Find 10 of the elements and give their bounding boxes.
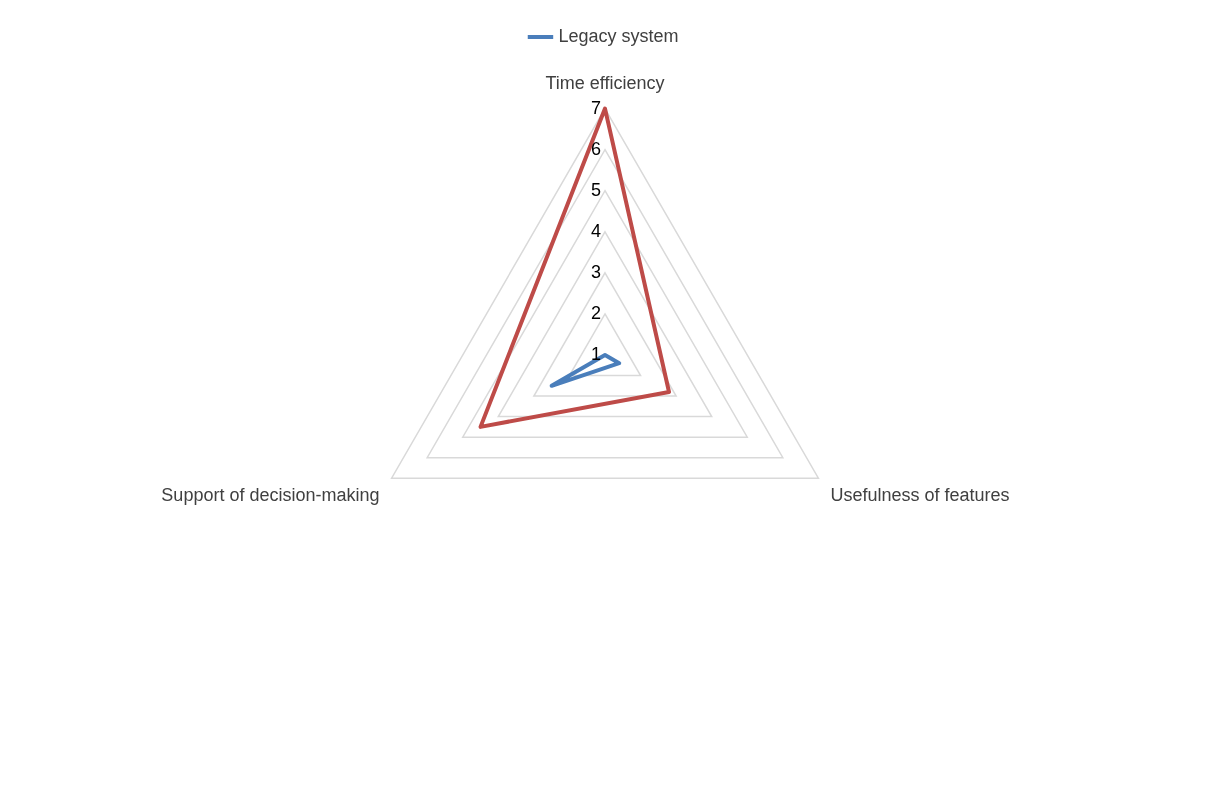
y-tick-label: 5 (590, 179, 601, 200)
y-tick-label: 2 (590, 302, 601, 323)
spoke-label: Time efficiency (545, 72, 665, 93)
spoke-label: Support of decision-making (161, 484, 380, 505)
y-tick-label: 4 (590, 220, 601, 241)
y-tick-label: 3 (590, 261, 601, 282)
legend-label: Legacy system (558, 25, 679, 46)
y-tick-label: 6 (590, 138, 601, 159)
spoke-label: Usefulness of features (830, 484, 1010, 505)
y-tick-label: 7 (590, 97, 601, 118)
